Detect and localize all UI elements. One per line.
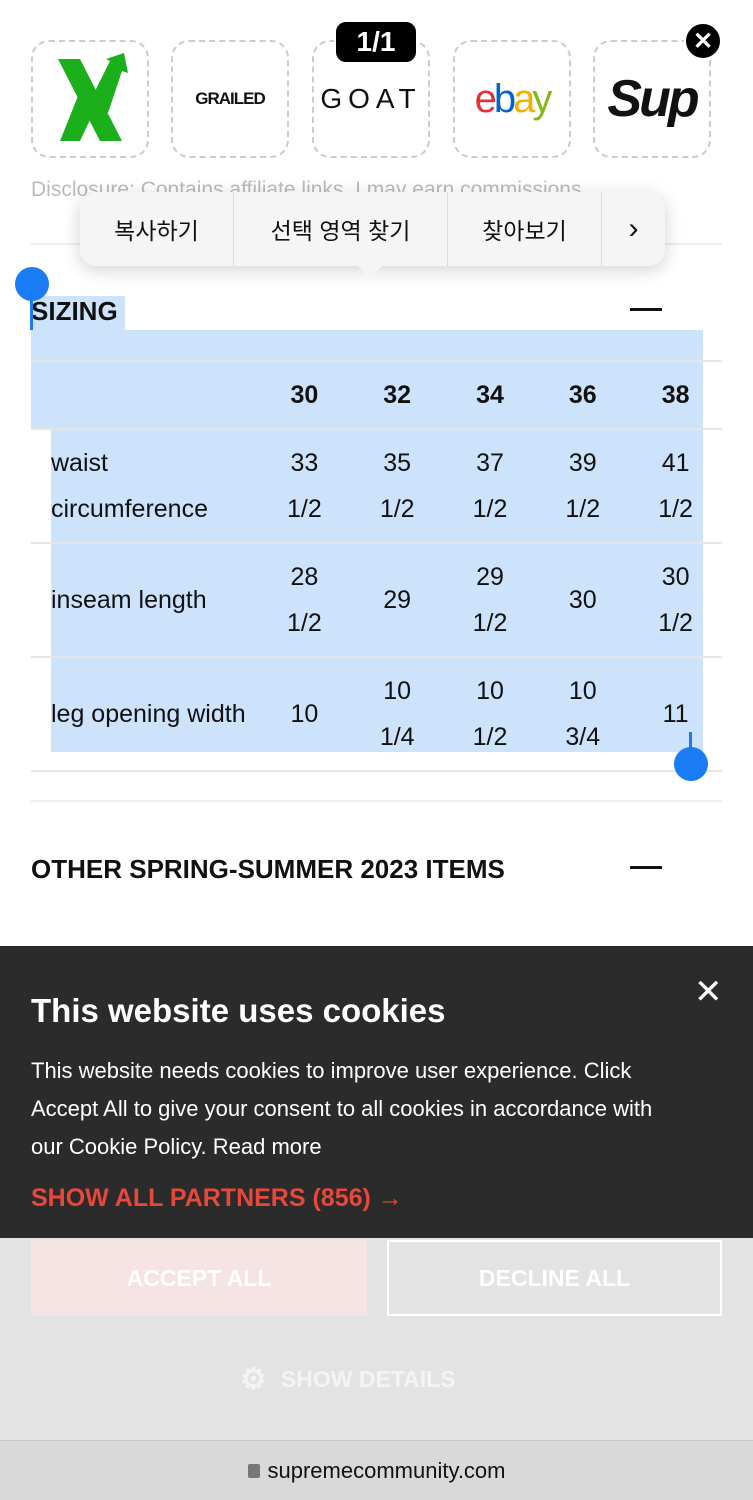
gear-icon: ⚙	[240, 1363, 267, 1396]
size-cell: 29	[350, 542, 444, 658]
size-cell: 29 1/2	[443, 542, 537, 658]
size-cell: 10 1/4	[350, 656, 444, 772]
size-cell: 10	[258, 656, 351, 772]
collapse-sizing-icon[interactable]	[630, 308, 662, 311]
address-bar[interactable]: supremecommunity.com	[0, 1440, 753, 1500]
grailed-logo[interactable]: GRAILED	[171, 40, 289, 158]
collapse-other-icon[interactable]	[630, 866, 662, 869]
cookie-title: This website uses cookies	[31, 992, 446, 1029]
row-label: waist circumference	[31, 428, 258, 544]
size-cell: 33 1/2	[258, 428, 351, 544]
supreme-logo[interactable]: Sup	[593, 40, 711, 158]
accept-all-button[interactable]: ACCEPT ALL	[31, 1240, 367, 1316]
size-cell: 10 1/2	[443, 656, 537, 772]
decline-all-button[interactable]: DECLINE ALL	[387, 1240, 722, 1316]
size-cell: 10 3/4	[536, 656, 630, 772]
divider	[31, 800, 722, 802]
close-icon[interactable]: ✕	[684, 22, 722, 60]
size-cell: 37 1/2	[443, 428, 537, 544]
show-partners-link[interactable]: SHOW ALL PARTNERS (856) →	[31, 1184, 403, 1212]
table-row: leg opening width 10 10 1/4 10 1/2 10 3/4 11	[31, 656, 722, 772]
show-details-button[interactable]: ⚙ SHOW DETAILS	[240, 1363, 456, 1396]
row-label: inseam length	[31, 542, 258, 658]
menu-more-chevron-icon[interactable]: ›	[628, 212, 639, 245]
size-cell: 11	[629, 656, 722, 772]
lock-icon	[247, 1463, 260, 1478]
image-counter: 1/1	[334, 20, 418, 64]
other-items-title: OTHER SPRING-SUMMER 2023 ITEMS	[31, 854, 505, 884]
table-header-row: 30 32 34 36 38	[31, 360, 722, 430]
text-context-menu: 복사하기 선택 영역 찾기 찾아보기 ›	[80, 192, 665, 278]
cookie-actions: ACCEPT ALL DECLINE ALL ⚙ SHOW DETAILS	[0, 1238, 753, 1440]
ebay-logo[interactable]: ebay	[453, 40, 571, 158]
table-row: inseam length 28 1/2 29 29 1/2 30 30 1/2	[31, 542, 722, 658]
table-row: waist circumference 33 1/2 35 1/2 37 1/2 39 …	[31, 428, 722, 544]
close-icon[interactable]: ✕	[694, 973, 723, 1011]
row-label: leg opening width	[31, 656, 258, 772]
menu-look-up[interactable]: 찾아보기	[448, 192, 602, 266]
size-cell: 30	[536, 542, 630, 658]
selection-end-handle[interactable]	[674, 747, 708, 781]
sizing-table: 30 32 34 36 38 waist circumference 33 1/2 35 1…	[31, 360, 722, 772]
cookie-body: This website needs cookies to improve us…	[31, 1058, 653, 1159]
size-cell: 41 1/2	[629, 428, 722, 544]
size-cell: 30 1/2	[629, 542, 722, 658]
cookie-banner: This website uses cookies ✕ This website…	[0, 946, 753, 1238]
stockx-logo[interactable]	[31, 40, 149, 158]
menu-copy[interactable]: 복사하기	[80, 192, 234, 266]
size-cell: 28 1/2	[258, 542, 351, 658]
size-cell: 39 1/2	[536, 428, 630, 544]
size-cell: 35 1/2	[350, 428, 444, 544]
sizing-title: SIZING	[31, 296, 118, 326]
menu-find-selection[interactable]: 선택 영역 찾기	[234, 192, 448, 266]
